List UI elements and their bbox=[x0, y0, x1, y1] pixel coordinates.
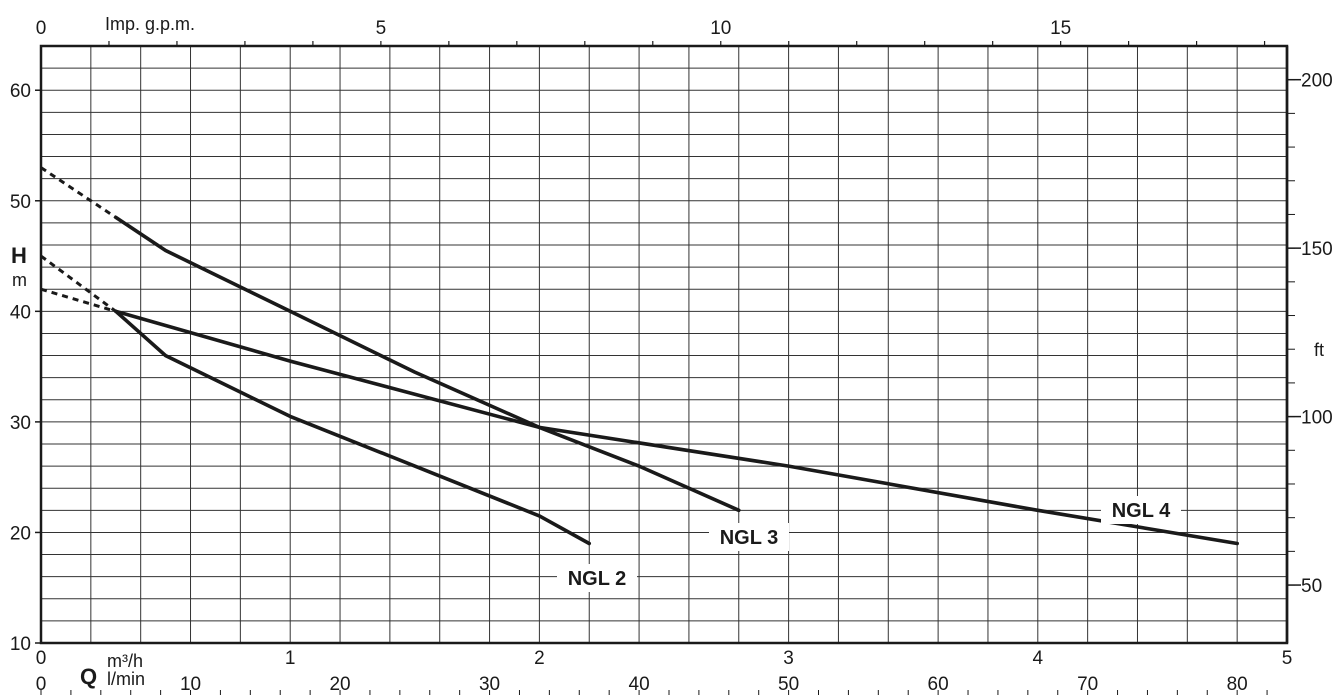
ngl-4-curve bbox=[114, 309, 1239, 546]
ngl-3-label: NGL 3 bbox=[720, 527, 779, 549]
lmin-tick-label: 0 bbox=[36, 674, 47, 695]
lmin-tick-label: 20 bbox=[329, 674, 350, 695]
ft-tick-label: 150 bbox=[1301, 239, 1333, 260]
ft-axis-unit: ft bbox=[1314, 340, 1324, 360]
gpm-tick-label: 15 bbox=[1050, 18, 1071, 39]
lmin-tick-label: 60 bbox=[928, 674, 949, 695]
lmin-tick-label: 40 bbox=[629, 674, 650, 695]
y-tick-label: 30 bbox=[10, 413, 31, 434]
ngl-4-label: NGL 4 bbox=[1112, 500, 1171, 522]
lmin-tick-label: 50 bbox=[778, 674, 799, 695]
series bbox=[40, 166, 1239, 546]
ngl-2-curve bbox=[114, 309, 591, 546]
y-tick-label: 40 bbox=[10, 302, 31, 323]
x-tick-label: 2 bbox=[534, 648, 545, 669]
x-tick-label: 0 bbox=[36, 648, 47, 669]
gpm-tick-label: 10 bbox=[710, 18, 731, 39]
x-tick-label: 4 bbox=[1033, 648, 1044, 669]
ft-tick-label: 200 bbox=[1301, 71, 1333, 92]
y-axis-unit: m bbox=[12, 270, 27, 290]
grid bbox=[41, 46, 1287, 643]
y-tick-label: 50 bbox=[10, 192, 31, 213]
gpm-tick-label: 0 bbox=[36, 18, 47, 39]
labels: NGL 2 NGL 3 NGL 4 bbox=[557, 496, 1181, 592]
x-tick-label: 1 bbox=[285, 648, 296, 669]
ft-tick-label: 50 bbox=[1301, 576, 1322, 597]
y-tick-label: 20 bbox=[10, 523, 31, 544]
ngl-3-curve bbox=[114, 215, 741, 513]
x-axis-label: Q bbox=[80, 664, 97, 689]
ngl-4-label-bg bbox=[1101, 496, 1181, 524]
ngl-3-label-bg bbox=[709, 523, 789, 551]
y-tick-label: 60 bbox=[10, 81, 31, 102]
x-tick-label: 3 bbox=[783, 648, 794, 669]
ft-tick-label: 100 bbox=[1301, 408, 1333, 429]
y-axis-label: H bbox=[11, 243, 27, 268]
ngl-2-label-bg bbox=[557, 564, 637, 592]
gpm-axis-unit: Imp. g.p.m. bbox=[105, 14, 195, 34]
lmin-tick-label: 30 bbox=[479, 674, 500, 695]
lmin-tick-label: 10 bbox=[180, 674, 201, 695]
x-axis-unit: m³/h bbox=[107, 651, 143, 671]
ngl-4-extrapolation bbox=[40, 254, 117, 313]
lmin-axis-unit: l/min bbox=[107, 669, 145, 689]
ngl-2-extrapolation bbox=[40, 287, 117, 313]
y-tick-label: 10 bbox=[10, 634, 31, 655]
x-tick-label: 5 bbox=[1282, 648, 1293, 669]
gpm-tick-label: 5 bbox=[376, 18, 387, 39]
lmin-tick-label: 70 bbox=[1077, 674, 1098, 695]
ngl-3-extrapolation bbox=[40, 166, 117, 219]
lmin-tick-label: 80 bbox=[1227, 674, 1248, 695]
ngl-2-label: NGL 2 bbox=[568, 568, 627, 590]
